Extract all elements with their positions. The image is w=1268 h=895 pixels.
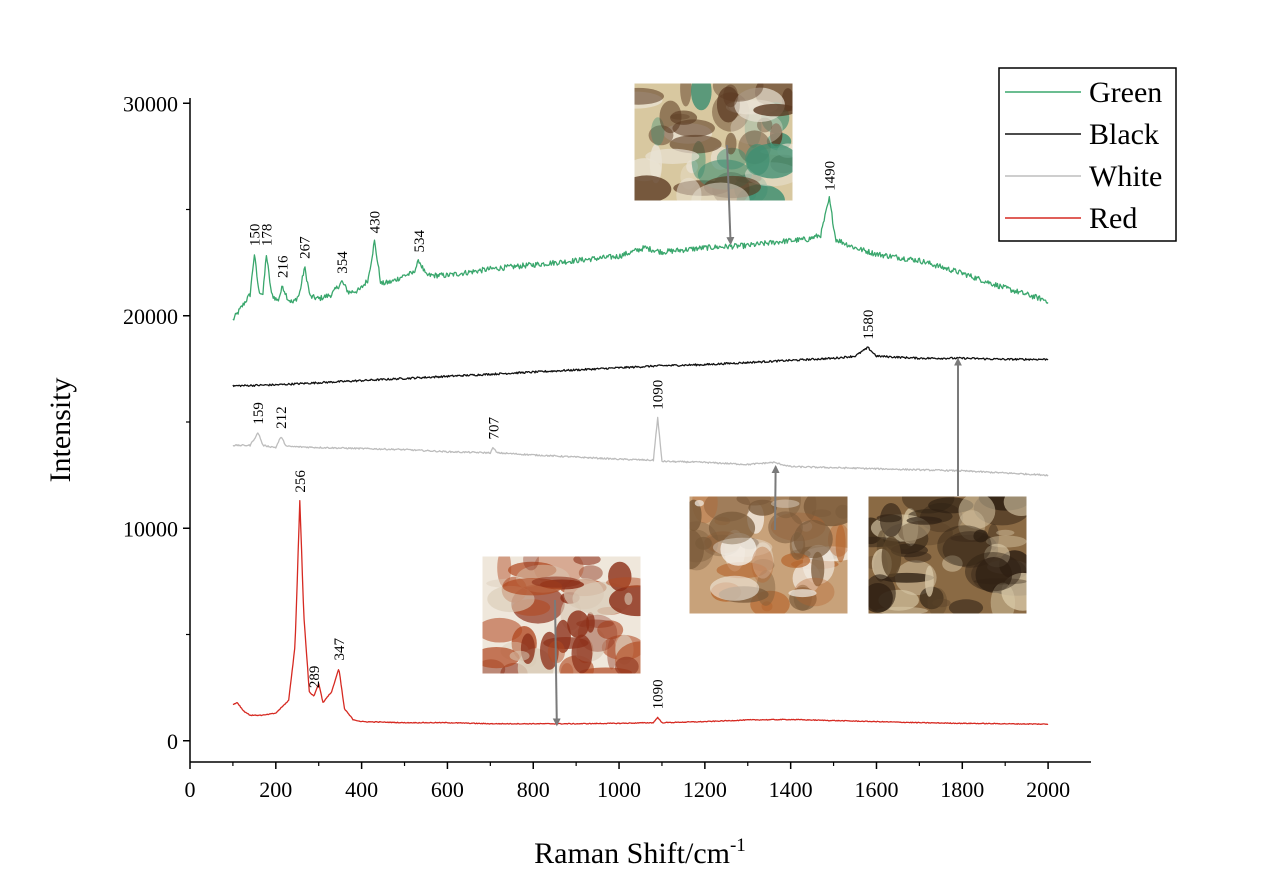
x-tick-label-1200: 1200 [683,777,727,802]
black-sample-micrograph-texture [937,525,991,566]
series-line-black [233,347,1048,387]
white-sample-micrograph-arrow [775,467,776,530]
x-tick-label-600: 600 [431,777,464,802]
black-sample-micrograph-texture [932,599,950,607]
green-sample-micrograph-texture [645,149,699,164]
peak-label-green-178: 178 [259,224,275,247]
red-sample-micrograph-texture [572,635,593,674]
green-sample-micrograph-texture [745,144,769,175]
red-sample-micrograph-texture [573,554,600,565]
peak-label-red-289: 289 [307,666,323,689]
x-tick-label-1800: 1800 [940,777,984,802]
x-tick-label-1000: 1000 [597,777,641,802]
series-line-white [233,417,1048,475]
peak-label-green-534: 534 [412,230,428,253]
peak-label-red-1090: 1090 [651,679,667,709]
white-sample-micrograph-texture [836,525,846,563]
green-sample-micrograph-texture [613,88,664,105]
black-sample-micrograph-content [847,482,1044,623]
red-sample-micrograph-texture [561,663,573,681]
white-sample-micrograph-texture [812,509,831,517]
x-tick-label-0: 0 [185,777,196,802]
red-sample-micrograph [473,548,666,688]
green-sample-micrograph-texture [691,73,712,111]
white-sample-micrograph [675,481,859,618]
x-tick-label-200: 200 [259,777,292,802]
peak-label-white-212: 212 [274,406,290,429]
y-tick-label-20000: 20000 [123,304,178,329]
series-line-green [233,197,1048,320]
black-sample-micrograph-texture [882,536,902,577]
white-sample-micrograph-texture [788,589,816,597]
white-sample-micrograph-texture [752,547,774,583]
white-sample-micrograph-texture [737,492,772,506]
x-tick-label-800: 800 [517,777,550,802]
x-axis-title-superscript: -1 [730,835,746,856]
black-sample-micrograph [847,482,1044,623]
legend-label-black: Black [1089,118,1159,151]
peak-label-black-1580: 1580 [861,310,877,340]
black-sample-micrograph-texture [907,516,942,524]
white-sample-micrograph-texture [710,576,759,601]
black-sample-micrograph-texture [959,493,996,528]
peak-label-green-1490: 1490 [822,161,838,191]
red-sample-micrograph-texture [523,549,539,570]
red-sample-micrograph-texture [624,593,632,605]
x-tick-label-1600: 1600 [854,777,898,802]
peak-label-green-267: 267 [298,236,314,259]
white-sample-micrograph-texture [790,532,805,560]
green-sample-micrograph [608,70,810,218]
peak-label-white-159: 159 [251,402,267,425]
red-sample-micrograph-content [473,548,666,688]
peak-label-white-707: 707 [486,417,502,440]
y-tick-label-0: 0 [167,729,178,754]
x-axis-title: Raman Shift/cm-1 [534,835,746,870]
green-sample-micrograph-texture [660,101,682,134]
x-tick-label-1400: 1400 [769,777,813,802]
black-sample-micrograph-texture [925,566,934,597]
black-sample-micrograph-texture [996,530,1014,536]
green-sample-micrograph-texture [713,70,764,102]
peak-label-green-216: 216 [276,255,292,278]
white-sample-micrograph-content [675,481,859,618]
x-axis-title-text: Raman Shift/cm [534,837,730,870]
red-sample-micrograph-texture [615,657,639,676]
red-sample-micrograph-texture [567,610,589,638]
green-sample-micrograph-texture [622,175,671,202]
black-sample-micrograph-texture [864,574,896,612]
peak-label-green-430: 430 [368,211,384,234]
peak-label-white-1090: 1090 [651,380,667,410]
white-sample-micrograph-texture [695,500,704,506]
legend-label-red: Red [1089,202,1137,235]
peak-label-green-354: 354 [335,251,351,274]
black-sample-micrograph-texture [1004,488,1039,516]
y-tick-label-30000: 30000 [123,91,178,116]
legend-label-white: White [1089,160,1162,193]
x-tick-label-2000: 2000 [1026,777,1070,802]
x-tick-label-400: 400 [345,777,378,802]
green-sample-micrograph-content [608,70,810,218]
peak-label-red-347: 347 [332,638,348,661]
red-sample-micrograph-texture [510,651,530,661]
green-sample-micrograph-texture [680,71,691,107]
legend: Green Black White Red [999,68,1176,241]
legend-label-green: Green [1089,76,1162,109]
green-sample-micrograph-texture [753,104,797,116]
black-sample-micrograph-texture [986,536,1027,548]
peak-label-red-256: 256 [293,470,309,493]
y-tick-label-10000: 10000 [123,516,178,541]
red-sample-micrograph-texture [532,577,581,588]
y-axis-title: Intensity [44,378,77,483]
black-sample-micrograph-texture [880,503,902,537]
